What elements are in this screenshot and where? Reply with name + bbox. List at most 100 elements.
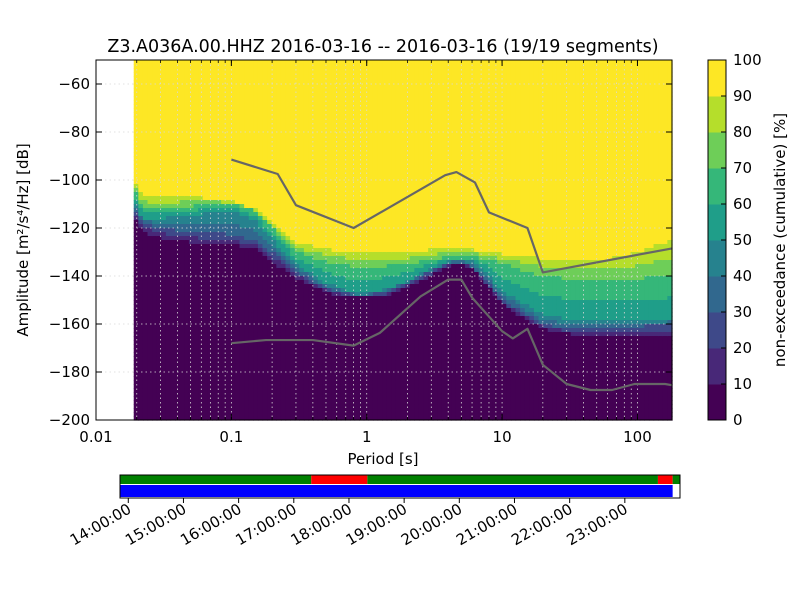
heatmap-cell [317,296,323,301]
heatmap-cell [368,260,374,265]
heatmap-cell [221,172,227,177]
heatmap-cell [138,376,144,381]
heatmap-cell [331,104,337,109]
heatmap-cell [336,340,342,345]
heatmap-cell [290,344,296,349]
heatmap-cell [234,204,241,209]
heatmap-cell [262,184,268,189]
heatmap-cell [271,328,277,333]
heatmap-cell [211,84,218,89]
heatmap-cell [285,64,291,69]
heatmap-cell [193,196,199,201]
heatmap-cell [299,416,305,421]
heatmap-cell [179,168,185,173]
heatmap-cell [216,216,222,221]
heatmap-cell [161,268,167,273]
heatmap-cell [221,368,227,373]
heatmap-cell [216,376,222,381]
heatmap-cell [271,196,277,201]
heatmap-cell [299,232,305,237]
heatmap-cell [331,392,337,397]
heatmap-cell [290,316,296,321]
heatmap-cell [336,216,342,221]
heatmap-cell [239,360,245,365]
heatmap-cell [345,260,351,265]
heatmap-cell [244,352,250,357]
heatmap-cell [198,224,204,229]
heatmap-cell [188,160,195,165]
heatmap-cell [354,144,360,149]
heatmap-cell [349,88,356,93]
heatmap-cell [147,184,153,189]
heatmap-cell [253,316,259,321]
heatmap-cell [165,212,172,217]
heatmap-cell [317,324,323,329]
heatmap-cell [262,256,268,261]
heatmap-cell [244,284,250,289]
heatmap-cell [202,164,208,169]
heatmap-cell [354,128,360,133]
heatmap-cell [299,396,305,401]
heatmap-cell [161,72,167,77]
heatmap-cell [165,164,172,169]
heatmap-cell [326,188,333,193]
heatmap-cell [207,80,213,85]
heatmap-cell [354,328,360,333]
heatmap-cell [336,384,342,389]
heatmap-cell [363,116,369,121]
heatmap-cell [179,256,185,261]
heatmap-cell [142,356,149,361]
heatmap-cell [216,244,222,249]
heatmap-cell [267,164,273,169]
heatmap-cell [382,172,388,177]
heatmap-cell [290,376,296,381]
heatmap-cell [202,404,208,409]
heatmap-cell [188,140,195,145]
heatmap-cell [326,172,333,177]
heatmap-cell [248,396,254,401]
heatmap-cell [303,252,310,257]
heatmap-cell [253,352,259,357]
heatmap-cell [156,108,162,113]
heatmap-cell [359,324,365,329]
heatmap-cell [294,192,300,197]
heatmap-cell [147,132,153,137]
heatmap-cell [363,372,369,377]
heatmap-cell [161,396,167,401]
heatmap-cell [198,276,204,281]
heatmap-cell [317,364,323,369]
heatmap-cell [317,248,323,253]
heatmap-cell [326,324,333,329]
heatmap-cell [262,380,268,385]
heatmap-cell [313,416,319,421]
heatmap-cell [326,220,333,225]
heatmap-cell [152,284,158,289]
heatmap-cell [198,128,204,133]
heatmap-cell [276,216,282,221]
heatmap-cell [244,252,250,257]
heatmap-cell [359,76,365,81]
heatmap-cell [349,152,356,157]
heatmap-cell [267,124,273,129]
heatmap-cell [317,116,323,121]
heatmap-cell [147,332,153,337]
heatmap-cell [161,192,167,197]
heatmap-cell [193,208,199,213]
heatmap-cell [253,200,259,205]
heatmap-cell [354,292,360,297]
heatmap-cell [152,192,158,197]
heatmap-cell [133,68,139,73]
heatmap-cell [239,348,245,353]
heatmap-cell [262,384,268,389]
heatmap-cell [257,328,264,333]
heatmap-cell [317,144,323,149]
heatmap-cell [221,296,227,301]
heatmap-cell [377,160,383,165]
heatmap-cell [216,284,222,289]
heatmap-cell [359,152,365,157]
heatmap-cell [198,112,204,117]
heatmap-cell [303,336,310,341]
heatmap-cell [262,128,268,133]
heatmap-cell [193,76,199,81]
heatmap-cell [184,232,190,237]
